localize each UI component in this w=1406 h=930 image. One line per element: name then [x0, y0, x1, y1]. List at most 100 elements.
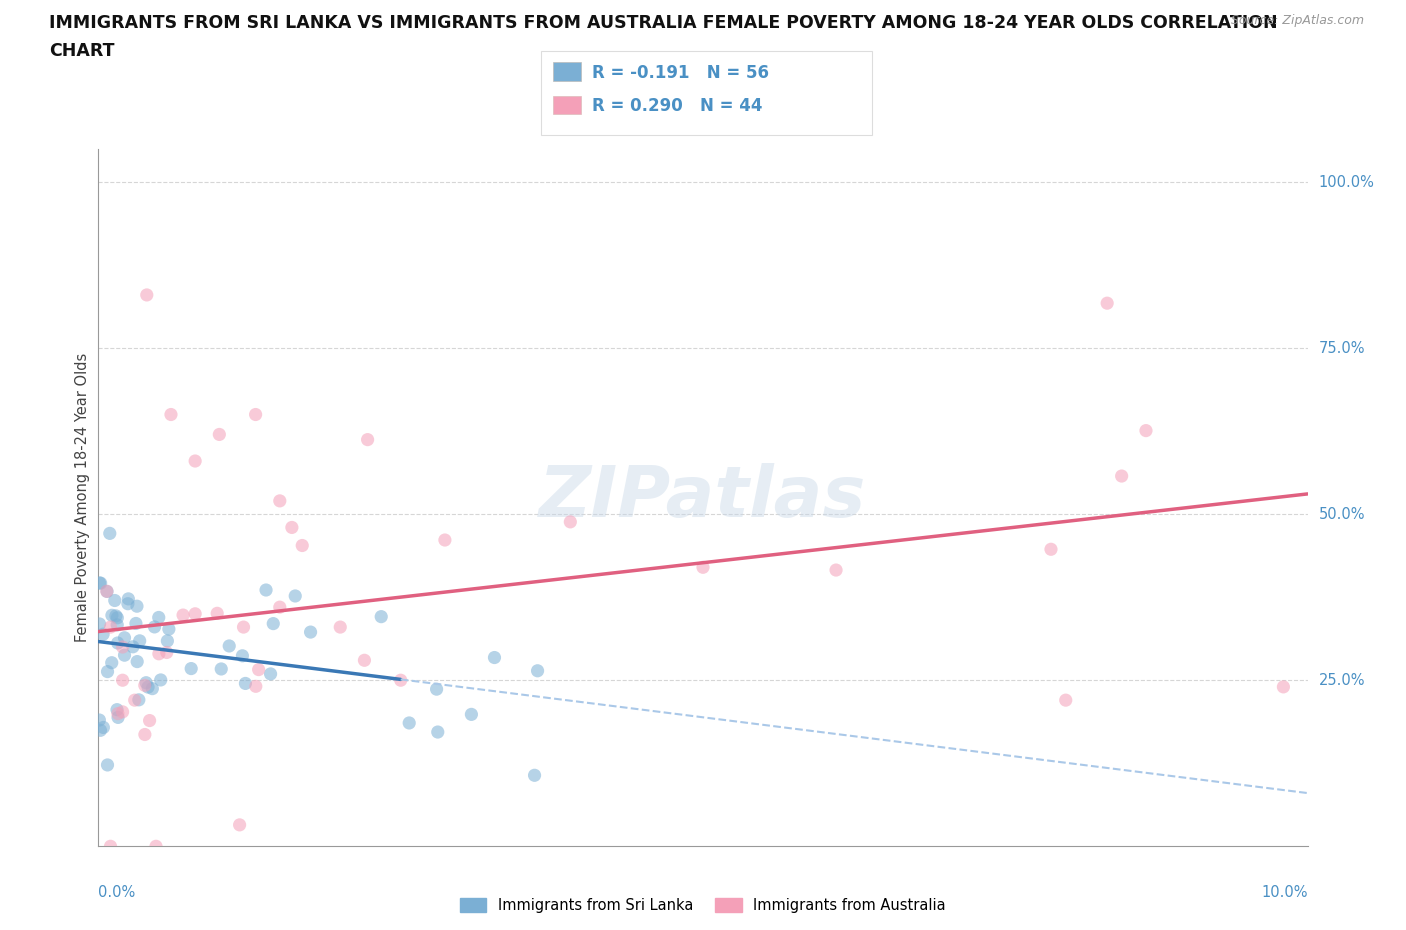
Point — [134, 727, 156, 742]
Point — [231, 648, 253, 663]
Point — [105, 610, 128, 625]
Point — [156, 633, 179, 648]
Point — [114, 648, 136, 663]
Point — [96, 584, 118, 599]
Point — [245, 679, 267, 694]
Point — [284, 589, 307, 604]
Point — [426, 724, 449, 739]
Point — [127, 654, 149, 669]
Point — [370, 609, 392, 624]
Point — [117, 596, 139, 611]
Point — [89, 712, 111, 727]
Point — [180, 661, 202, 676]
Text: R = -0.191   N = 56: R = -0.191 N = 56 — [592, 63, 769, 82]
Point — [101, 608, 124, 623]
Point — [135, 287, 157, 302]
Point — [259, 667, 281, 682]
Point — [235, 676, 257, 691]
Point — [149, 672, 172, 687]
Point — [232, 619, 254, 634]
Point — [93, 720, 115, 735]
Text: 0.0%: 0.0% — [98, 884, 135, 899]
Point — [205, 605, 228, 620]
Point — [208, 427, 231, 442]
Point — [148, 646, 170, 661]
Point — [1054, 693, 1077, 708]
Point — [245, 407, 267, 422]
Point — [254, 582, 277, 597]
Point — [136, 680, 159, 695]
Point — [122, 639, 145, 654]
Point — [96, 664, 118, 679]
Point — [125, 616, 148, 631]
Point — [96, 758, 118, 773]
Point — [156, 645, 179, 660]
Point — [184, 454, 207, 469]
Point — [228, 817, 250, 832]
Point — [209, 661, 232, 676]
Point — [1111, 469, 1133, 484]
Point — [107, 635, 129, 650]
Point — [299, 625, 322, 640]
Point — [281, 520, 304, 535]
Point — [160, 407, 183, 422]
Point — [526, 663, 548, 678]
Point — [484, 650, 506, 665]
Point — [128, 693, 150, 708]
Text: 75.0%: 75.0% — [1319, 340, 1365, 355]
Point — [1135, 423, 1157, 438]
Text: 10.0%: 10.0% — [1261, 884, 1308, 899]
Point — [89, 576, 111, 591]
Point — [111, 704, 134, 719]
Text: 100.0%: 100.0% — [1319, 175, 1375, 190]
Text: Source: ZipAtlas.com: Source: ZipAtlas.com — [1230, 14, 1364, 27]
Point — [145, 839, 167, 854]
Point — [91, 627, 114, 642]
Legend: Immigrants from Sri Lanka, Immigrants from Australia: Immigrants from Sri Lanka, Immigrants fr… — [454, 893, 952, 919]
Text: ZIPatlas: ZIPatlas — [540, 463, 866, 532]
Point — [134, 678, 156, 693]
Point — [100, 656, 122, 671]
Text: CHART: CHART — [49, 42, 115, 60]
Point — [269, 600, 291, 615]
Y-axis label: Female Poverty Among 18-24 Year Olds: Female Poverty Among 18-24 Year Olds — [75, 352, 90, 643]
Point — [100, 619, 122, 634]
Point — [107, 706, 129, 721]
Point — [426, 682, 449, 697]
Point — [262, 617, 284, 631]
Point — [124, 693, 146, 708]
Point — [523, 768, 546, 783]
Point — [148, 610, 170, 625]
Point — [157, 621, 180, 636]
Point — [460, 707, 482, 722]
Point — [329, 619, 352, 634]
Point — [433, 533, 456, 548]
Point — [143, 619, 166, 634]
Text: IMMIGRANTS FROM SRI LANKA VS IMMIGRANTS FROM AUSTRALIA FEMALE POVERTY AMONG 18-2: IMMIGRANTS FROM SRI LANKA VS IMMIGRANTS … — [49, 14, 1278, 32]
Point — [111, 672, 134, 687]
Point — [218, 639, 240, 654]
Point — [105, 702, 128, 717]
Point — [356, 432, 378, 447]
Point — [111, 640, 134, 655]
Point — [398, 715, 420, 730]
Point — [128, 633, 150, 648]
Point — [98, 526, 121, 541]
Point — [138, 713, 160, 728]
Point — [135, 675, 157, 690]
Point — [105, 618, 128, 632]
Point — [104, 593, 127, 608]
Point — [100, 839, 122, 854]
Point — [1272, 680, 1295, 695]
Point — [141, 681, 163, 696]
Point — [172, 607, 194, 622]
Point — [107, 710, 129, 724]
Point — [389, 672, 412, 687]
Point — [353, 653, 375, 668]
Point — [89, 617, 111, 631]
Point — [117, 591, 139, 606]
Text: 25.0%: 25.0% — [1319, 672, 1365, 687]
Point — [104, 608, 127, 623]
Point — [184, 606, 207, 621]
Point — [125, 599, 148, 614]
